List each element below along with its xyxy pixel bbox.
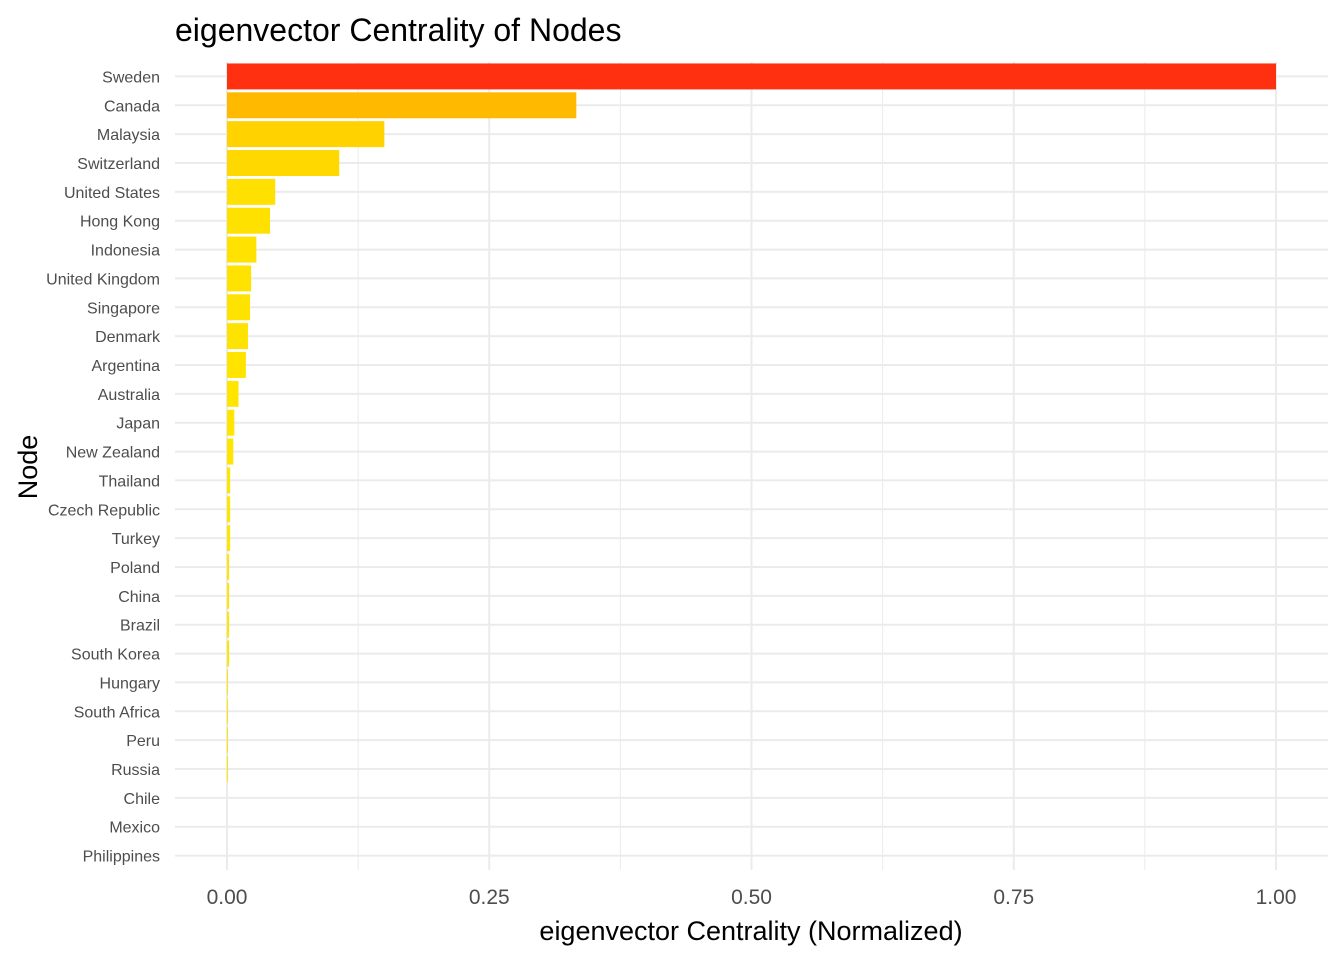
bar-hong-kong [227, 207, 271, 234]
y-tick-label: Poland [110, 560, 160, 577]
y-tick-label: Singapore [87, 300, 160, 317]
bar-malaysia [227, 121, 385, 148]
bar-south-africa [227, 698, 229, 725]
y-tick-label: Hong Kong [80, 214, 160, 231]
y-tick-label: Philippines [83, 849, 160, 866]
bar-indonesia [227, 236, 257, 263]
x-tick-label: 1.00 [1256, 886, 1297, 909]
y-tick-label: Canada [104, 98, 160, 115]
y-tick-label: South Africa [74, 704, 160, 721]
x-tick-label: 0.75 [993, 886, 1034, 909]
y-tick-label: South Korea [71, 647, 160, 664]
bar-singapore [227, 294, 251, 321]
y-axis-title: Node [13, 435, 43, 500]
y-tick-label: Peru [126, 733, 160, 750]
bars [227, 63, 1276, 782]
bar-new-zealand [227, 438, 234, 465]
y-tick-label: Australia [98, 387, 160, 404]
y-tick-label: Thailand [99, 473, 160, 490]
y-tick-label: Sweden [102, 69, 160, 86]
x-tick-label: 0.00 [207, 886, 248, 909]
bar-united-kingdom [227, 265, 252, 292]
y-tick-label: New Zealand [66, 445, 160, 462]
y-tick-label: Czech Republic [48, 502, 160, 519]
bar-switzerland [227, 150, 340, 176]
bar-argentina [227, 352, 246, 378]
bar-canada [227, 92, 577, 119]
bar-peru [227, 727, 229, 754]
bar-hungary [227, 669, 229, 696]
bar-china [227, 582, 230, 609]
y-tick-label: Denmark [95, 329, 161, 346]
bar-russia [227, 756, 229, 782]
bar-united-states [227, 178, 276, 205]
y-tick-label: United States [64, 185, 160, 202]
y-tick-label: United Kingdom [46, 271, 160, 288]
bar-sweden [227, 63, 1276, 90]
bar-thailand [227, 467, 231, 494]
x-tick-label: 0.50 [731, 886, 772, 909]
y-tick-label: Chile [124, 791, 161, 808]
chart-title: eigenvector Centrality of Nodes [175, 12, 621, 48]
x-axis-ticks: 0.00 0.25 0.50 0.75 1.00 [207, 886, 1297, 909]
bar-japan [227, 409, 235, 436]
y-tick-label: Hungary [100, 675, 160, 692]
bar-brazil [227, 611, 230, 638]
bar-turkey [227, 525, 231, 552]
bar-poland [227, 554, 230, 580]
y-tick-label: China [118, 589, 160, 606]
x-axis-title: eigenvector Centrality (Normalized) [539, 916, 962, 946]
y-tick-label: Malaysia [97, 127, 160, 144]
bar-australia [227, 380, 239, 407]
y-tick-label: Argentina [92, 358, 161, 375]
y-tick-label: Mexico [109, 820, 160, 837]
bar-denmark [227, 323, 248, 350]
y-tick-label: Russia [111, 762, 160, 779]
y-tick-label: Brazil [120, 618, 160, 635]
bar-czech-republic [227, 496, 231, 523]
y-tick-label: Indonesia [91, 243, 160, 260]
x-tick-label: 0.25 [469, 886, 510, 909]
y-tick-label: Turkey [112, 531, 160, 548]
y-tick-label: Japan [116, 416, 160, 433]
grid-lines [175, 62, 1328, 870]
y-tick-label: Switzerland [77, 156, 160, 173]
y-axis-ticks: Sweden Canada Malaysia Switzerland United St… [46, 69, 161, 865]
bar-south-korea [227, 640, 230, 667]
